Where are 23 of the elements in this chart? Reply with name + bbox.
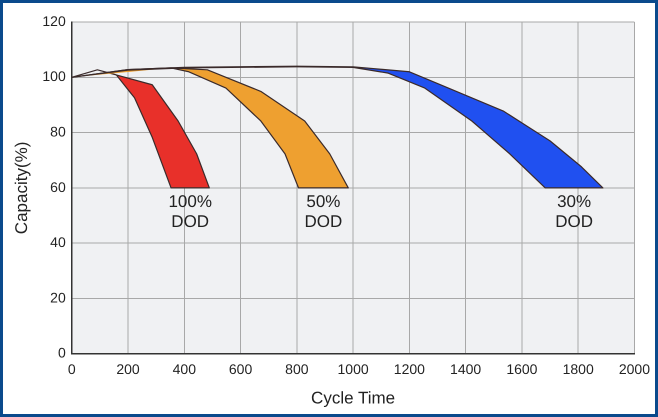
y-tick-label: 120 bbox=[42, 12, 66, 29]
y-tick-label: 0 bbox=[58, 344, 66, 361]
series-label: 50% DOD bbox=[304, 192, 342, 232]
series-label: 100% DOD bbox=[168, 192, 212, 232]
x-tick-label: 400 bbox=[172, 361, 196, 378]
x-tick-label: 0 bbox=[68, 361, 76, 378]
y-tick-label: 80 bbox=[50, 123, 66, 140]
y-tick-label: 100 bbox=[42, 68, 66, 84]
y-axis-title: Capacity(%) bbox=[12, 142, 31, 234]
y-tick-label: 60 bbox=[50, 178, 66, 195]
y-tick-label: 40 bbox=[50, 234, 66, 250]
x-tick-label: 600 bbox=[228, 361, 252, 378]
x-tick-label: 200 bbox=[116, 361, 140, 378]
x-tick-label: 1000 bbox=[338, 361, 369, 378]
x-tick-label: 1200 bbox=[394, 361, 426, 378]
x-axis-title: Cycle Time bbox=[311, 388, 396, 408]
x-tick-label: 2000 bbox=[618, 361, 650, 378]
x-tick-label: 1800 bbox=[562, 361, 594, 378]
series-label: 30% DOD bbox=[555, 192, 593, 232]
x-tick-label: 1400 bbox=[450, 361, 482, 378]
x-tick-label: 1600 bbox=[506, 361, 538, 378]
y-tick-label: 20 bbox=[50, 289, 66, 306]
x-tick-label: 800 bbox=[285, 361, 309, 378]
